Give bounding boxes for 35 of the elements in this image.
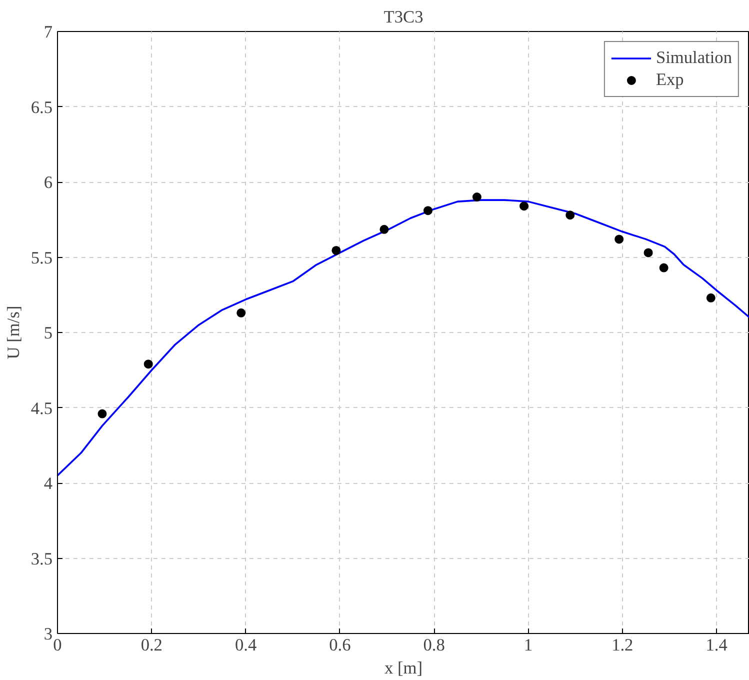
y-tick-label: 7 xyxy=(44,22,53,42)
x-tick-label: 1 xyxy=(524,636,533,654)
point xyxy=(566,210,575,220)
y-tick-label: 4 xyxy=(44,474,53,493)
point xyxy=(236,308,246,318)
point xyxy=(423,206,432,216)
x-axis-title: x [m] xyxy=(384,658,423,678)
point xyxy=(614,234,624,244)
y-tick-label: 5 xyxy=(44,324,53,342)
x-tick-label: 0 xyxy=(53,636,62,654)
point xyxy=(380,224,389,234)
y-tick-label: 6.5 xyxy=(30,98,53,117)
point xyxy=(644,248,653,258)
y-tick-label: 3.5 xyxy=(30,549,53,568)
x-tick-label: 1.2 xyxy=(612,636,634,654)
point xyxy=(472,192,482,202)
y-tick-label: 5.5 xyxy=(30,248,53,268)
x-tick-label: 0.2 xyxy=(140,636,162,654)
chart-title: T3C3 xyxy=(384,8,424,26)
x-tick-label: 0.4 xyxy=(234,636,257,654)
x-tick-label: 1.4 xyxy=(706,636,728,654)
point xyxy=(144,360,153,369)
point xyxy=(706,293,716,302)
y-axis-title: U [m/s] xyxy=(4,306,23,360)
y-tick-label: 4.5 xyxy=(30,398,53,418)
legend-label: Simulation xyxy=(656,48,732,68)
legend-label: Exp xyxy=(656,70,684,90)
y-tick-label: 6 xyxy=(44,173,53,192)
point xyxy=(659,263,668,272)
x-tick-label: 0.6 xyxy=(329,636,352,654)
x-tick-label: 0.8 xyxy=(423,636,445,654)
point xyxy=(98,409,107,418)
point xyxy=(520,202,529,211)
y-tick-label: 3 xyxy=(44,624,53,644)
point xyxy=(332,246,341,255)
